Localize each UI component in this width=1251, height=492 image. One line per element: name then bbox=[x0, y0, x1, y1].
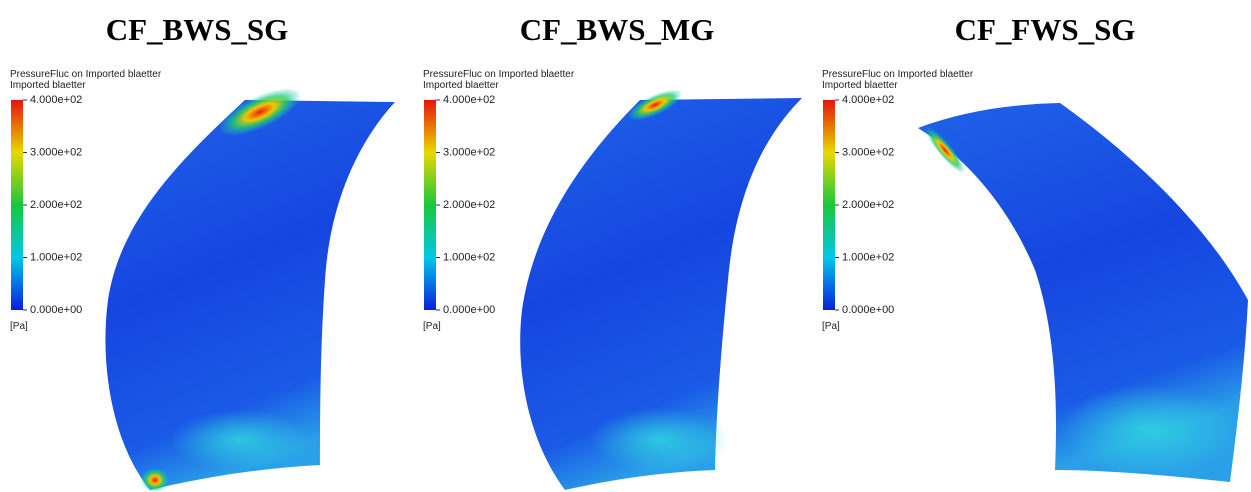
colorbar bbox=[424, 100, 436, 310]
colorbar-tick-label: 0.000e+00 bbox=[443, 304, 495, 316]
unit-label: [Pa] bbox=[423, 321, 441, 332]
hotspot bbox=[141, 468, 169, 492]
colorbar-tick-label: 3.000e+02 bbox=[842, 146, 894, 158]
colorbar bbox=[11, 100, 23, 310]
cyan-zone bbox=[1060, 385, 1240, 475]
legend-title: PressureFluc on Imported blaetter bbox=[822, 69, 974, 80]
panel-title: CF_FWS_SG bbox=[955, 12, 1136, 47]
blades bbox=[105, 78, 1248, 492]
colorbar-tick-label: 2.000e+02 bbox=[30, 199, 82, 211]
colorbar-tick-label: 1.000e+02 bbox=[30, 251, 82, 263]
panel-title: CF_BWS_SG bbox=[106, 12, 289, 47]
unit-label: [Pa] bbox=[822, 321, 840, 332]
colorbar-tick-label: 0.000e+00 bbox=[842, 304, 894, 316]
colorbar bbox=[823, 100, 835, 310]
legend-subtitle: Imported blaetter bbox=[10, 80, 86, 91]
colorbar-tick-label: 0.000e+00 bbox=[30, 304, 82, 316]
unit-label: [Pa] bbox=[10, 321, 28, 332]
panel-title: CF_BWS_MG bbox=[520, 12, 715, 47]
colorbar-tick-label: 1.000e+02 bbox=[443, 251, 495, 263]
colorbar-tick-label: 3.000e+02 bbox=[30, 146, 82, 158]
cyan-zone bbox=[170, 410, 310, 470]
colorbar-tick-label: 1.000e+02 bbox=[842, 251, 894, 263]
colorbar-tick-label: 2.000e+02 bbox=[443, 199, 495, 211]
legend-title: PressureFluc on Imported blaetter bbox=[423, 69, 575, 80]
colorbar-tick-label: 4.000e+02 bbox=[443, 94, 495, 106]
figure: CF_BWS_SG PressureFluc on Imported blaett… bbox=[0, 0, 1251, 492]
legend-title: PressureFluc on Imported blaetter bbox=[10, 69, 162, 80]
legend-subtitle: Imported blaetter bbox=[822, 80, 898, 91]
colorbar-tick-label: 3.000e+02 bbox=[443, 146, 495, 158]
legend-subtitle: Imported blaetter bbox=[423, 80, 499, 91]
cyan-zone bbox=[590, 408, 730, 472]
colorbar-tick-label: 2.000e+02 bbox=[842, 199, 894, 211]
colorbar-tick-label: 4.000e+02 bbox=[30, 94, 82, 106]
colorbar-tick-label: 4.000e+02 bbox=[842, 94, 894, 106]
